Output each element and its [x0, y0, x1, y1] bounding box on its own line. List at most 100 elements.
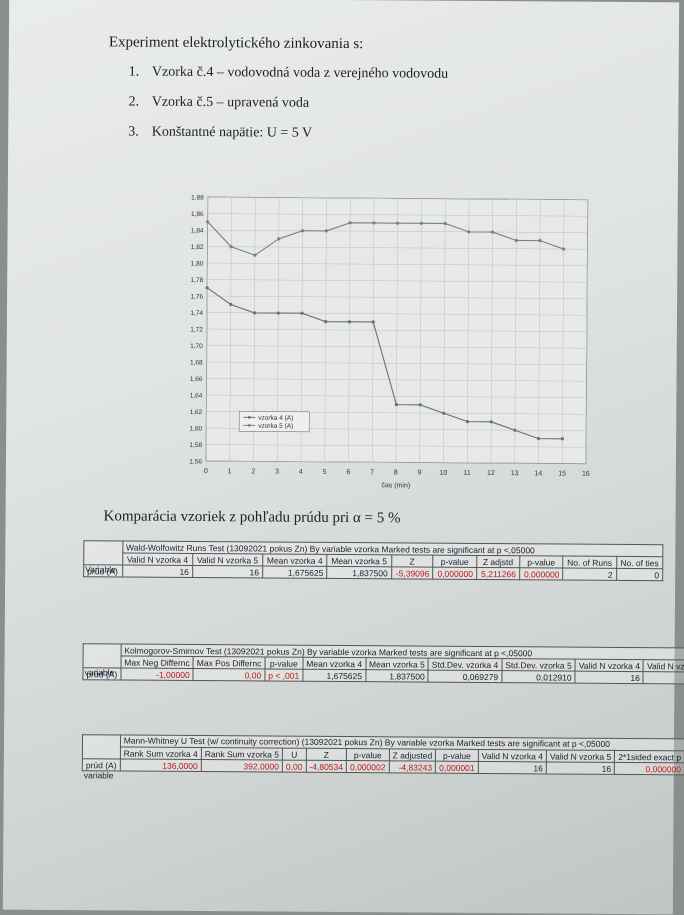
column-header: No. of ties	[616, 556, 663, 568]
column-header: Valid N vzorka 4	[122, 553, 192, 565]
row-label: prúd (A)	[82, 759, 120, 771]
column-header: Valid N vzorka 5	[643, 660, 684, 672]
experiment-heading: Experiment elektrolytického zinkovania s…	[109, 34, 364, 53]
y-tick-label: 1,74	[190, 310, 203, 317]
list-item: 1. Vzorka č.4 – vodovodná voda z verejné…	[129, 65, 449, 97]
x-tick-label: 2	[251, 468, 255, 475]
x-tick-label: 6	[346, 469, 350, 476]
y-tick-label: 1,64	[190, 392, 203, 399]
data-point	[537, 437, 540, 440]
y-tick-label: 1,62	[190, 409, 203, 416]
data-point	[396, 222, 399, 225]
data-point	[467, 230, 470, 233]
data-point	[490, 420, 493, 423]
legend-label: vzorka 4 (A)	[258, 415, 293, 422]
x-tick-label: 5	[323, 469, 327, 476]
x-axis-label: čas (min)	[381, 482, 410, 489]
column-header: Rank Sum vzorka 4	[120, 747, 201, 760]
current-line-chart: 1,56 1,58 1,60 1,62 1,64 1,66 1,68 1,70 1,72 1,74…	[166, 189, 598, 502]
data-point	[372, 221, 375, 224]
data-point	[444, 222, 447, 225]
x-tick-label: 1	[228, 468, 232, 475]
y-tick-label: 1,72	[190, 326, 203, 333]
y-tick-label: 1,66	[190, 376, 203, 383]
y-tick-label: 1,86	[191, 211, 204, 218]
column-header: Mean vzorka 4	[303, 657, 366, 669]
legend-marker	[248, 424, 251, 427]
x-tick-label: 9	[418, 470, 422, 477]
variable-label: Variable	[85, 564, 116, 574]
data-point	[466, 420, 469, 423]
y-tick-label: 1,68	[190, 359, 203, 366]
y-tick-label: 1,84	[191, 227, 204, 234]
data-point	[418, 403, 421, 406]
column-header: p-value	[347, 749, 390, 761]
legend-label: vzorka 5 (A)	[258, 423, 293, 430]
data-point	[206, 286, 209, 289]
data-point	[562, 247, 565, 250]
x-tick-label: 12	[487, 470, 495, 477]
section-title: Komparácia vzoriek z pohľadu prúdu pri α…	[104, 508, 401, 527]
data-point	[277, 237, 280, 240]
data-point	[513, 429, 516, 432]
list-item: 3. Konštantné napätie: U = 5 V	[128, 125, 448, 157]
data-point	[538, 239, 541, 242]
column-header: Z adjusted	[389, 749, 436, 761]
column-header: Rank Sum vzorka 5	[201, 748, 282, 761]
y-tick-label: 1,60	[190, 425, 203, 432]
data-point	[206, 220, 209, 223]
data-point	[277, 311, 280, 314]
list-item: 2. Vzorka č.5 – upravená voda	[128, 95, 448, 127]
column-header: Valid N vzorka 4	[478, 749, 546, 761]
data-point	[229, 303, 232, 306]
data-point	[324, 320, 327, 323]
x-tick-label: 16	[582, 471, 590, 478]
data-point	[395, 403, 398, 406]
data-point	[230, 245, 233, 248]
column-header: U	[282, 748, 306, 760]
data-point	[325, 229, 328, 232]
column-header: p-value	[519, 556, 563, 568]
y-tick-label: 1,88	[191, 194, 204, 201]
document-page: Experiment elektrolytického zinkovania s…	[3, 0, 679, 914]
x-tick-label: 8	[394, 469, 398, 476]
column-header: Valid N vzorka 4	[575, 659, 643, 671]
sample-list: 1. Vzorka č.4 – vodovodná voda z verejné…	[128, 65, 448, 157]
column-header: No. of Runs	[563, 556, 616, 568]
column-header: Max Neg Differnc	[121, 656, 194, 669]
y-tick-label: 1,82	[191, 244, 204, 251]
data-point	[301, 229, 304, 232]
variable-label: variable	[84, 667, 114, 677]
data-point	[515, 239, 518, 242]
x-tick-label: 0	[204, 468, 208, 475]
x-tick-label: 11	[463, 470, 470, 477]
x-tick-label: 14	[534, 470, 542, 477]
column-header: p-value	[265, 657, 303, 669]
runs-test-table: Wald-Wolfowitz Runs Test (13092021 pokus…	[83, 540, 663, 581]
column-header: Mean vzorka 5	[366, 658, 429, 670]
y-tick-label: 1,70	[190, 343, 203, 350]
data-point	[300, 312, 303, 315]
data-point	[372, 320, 375, 323]
column-header: Max Pos Differnc	[193, 656, 265, 668]
data-point	[348, 320, 351, 323]
data-point	[253, 311, 256, 314]
x-tick-label: 10	[439, 470, 447, 477]
legend-marker	[248, 416, 251, 419]
y-tick-label: 1,56	[189, 458, 202, 465]
data-point	[349, 221, 352, 224]
data-point	[253, 254, 256, 257]
kolmogorov-smirnov-table: Kolmogorov-Smirnov Test (13092021 pokus …	[82, 643, 684, 684]
data-point	[442, 412, 445, 415]
y-tick-label: 1,78	[191, 277, 204, 284]
variable-label: variable	[84, 770, 114, 780]
column-header: Valid N vzorka 5	[546, 750, 614, 762]
column-header: Std.Dev. vzorka 5	[502, 659, 576, 672]
column-header: Mean vzorka 5	[327, 554, 391, 566]
column-header: p-value	[433, 555, 477, 567]
column-header: Valid N vzorka 5	[192, 553, 262, 565]
x-tick-label: 7	[370, 469, 374, 476]
y-tick-label: 1,58	[189, 442, 202, 449]
x-tick-label: 13	[511, 470, 519, 477]
column-header: Z	[391, 555, 433, 567]
